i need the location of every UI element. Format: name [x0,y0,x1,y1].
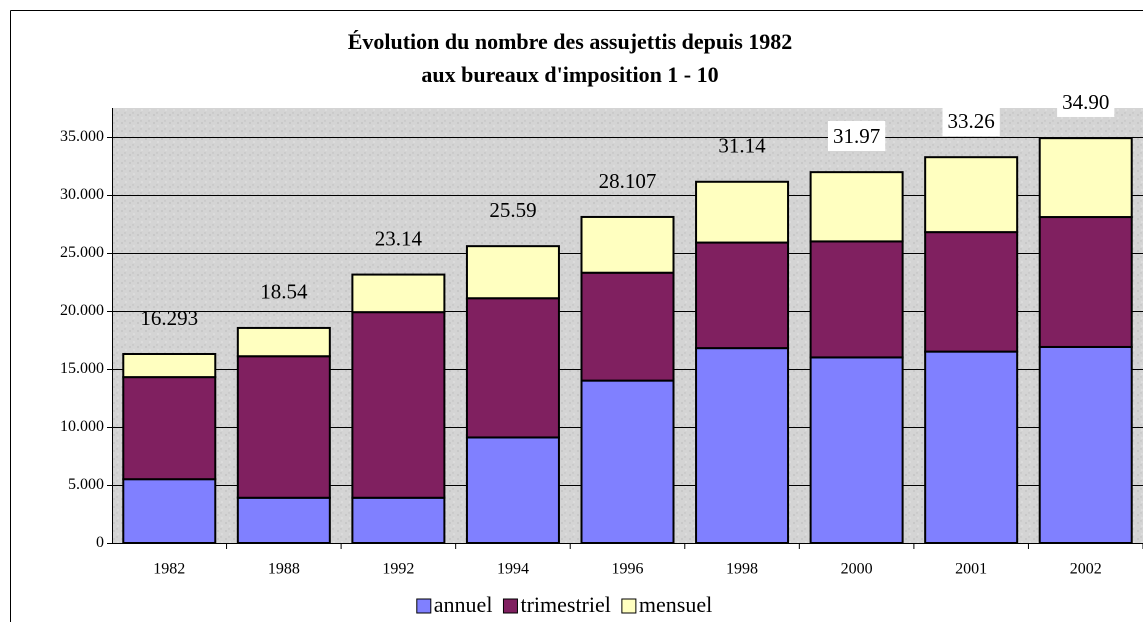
y-tick-label: 25.000 [60,244,104,261]
x-tick-label: 1996 [612,561,644,578]
bar-segment [1038,345,1133,544]
total-label: 28.107 [599,169,657,193]
bar-segment [465,297,560,439]
legend-item: annuel [416,592,493,617]
total-label-box [1057,86,1115,117]
bar-segment [580,379,675,544]
x-tick-label: 2001 [955,561,987,578]
bar-segment [695,347,790,544]
bar-segment [580,215,675,274]
total-label: 33.26 [948,109,995,133]
x-tick-label: 1998 [726,561,758,578]
legend-swatch [416,598,432,614]
bar-segment [809,240,904,359]
bar-segment [924,350,1019,544]
legend-label: trimestriel [520,592,610,617]
bar-segment [924,231,1019,353]
bar-segment [1038,137,1133,219]
x-tick-label: 1992 [382,561,414,578]
x-tick-label: 2002 [1070,561,1102,578]
total-label: 34.90 [1062,90,1109,114]
x-tick-label: 1988 [268,561,300,578]
legend-label: annuel [434,592,493,617]
bar-segment [236,326,331,358]
total-label: 16.293 [140,306,198,330]
bar-segment [580,271,675,382]
total-label: 23.14 [375,226,423,250]
y-tick-label: 20.000 [60,302,104,319]
bar-segment [809,171,904,243]
bar-segment [122,376,217,481]
x-tick-label: 1994 [497,561,529,578]
y-tick-label: 0 [96,534,104,551]
legend-swatch [502,598,518,614]
y-tick-label: 5.000 [68,476,104,493]
legend-item: trimestriel [502,592,611,617]
y-tick-label: 35.000 [60,128,104,145]
total-label-box [827,120,886,151]
total-label: 31.97 [833,124,880,148]
total-label: 25.59 [489,198,536,222]
bar-segment [809,356,904,544]
bar-segment [236,355,331,499]
legend-swatch [621,598,637,614]
legend-item: mensuel [621,592,712,617]
y-tick-label: 10.000 [60,418,104,435]
bar-segment [924,156,1019,234]
x-tick-label: 2000 [841,561,873,578]
bar-segment [122,353,217,379]
bar-segment [695,241,790,350]
y-tick-label: 15.000 [60,360,104,377]
total-label: 31.14 [718,134,766,158]
legend-label: mensuel [639,592,712,617]
chart-subtitle: aux bureaux d'imposition 1 - 10 [421,62,718,87]
bar-segment [122,478,217,545]
bar-segment [1038,216,1133,348]
chart-title: Évolution du nombre des assujettis depui… [348,29,793,54]
bar-segment [351,311,446,499]
bar-segment [465,245,560,300]
bar-segment [236,496,331,545]
total-label: 18.54 [260,280,308,304]
bar-segment [351,273,446,314]
x-tick-label: 1982 [153,561,185,578]
bar-segment [695,180,790,244]
total-label-box [942,105,1000,136]
y-tick-label: 30.000 [60,186,104,203]
bar-segment [351,496,446,545]
bar-segment [465,436,560,544]
